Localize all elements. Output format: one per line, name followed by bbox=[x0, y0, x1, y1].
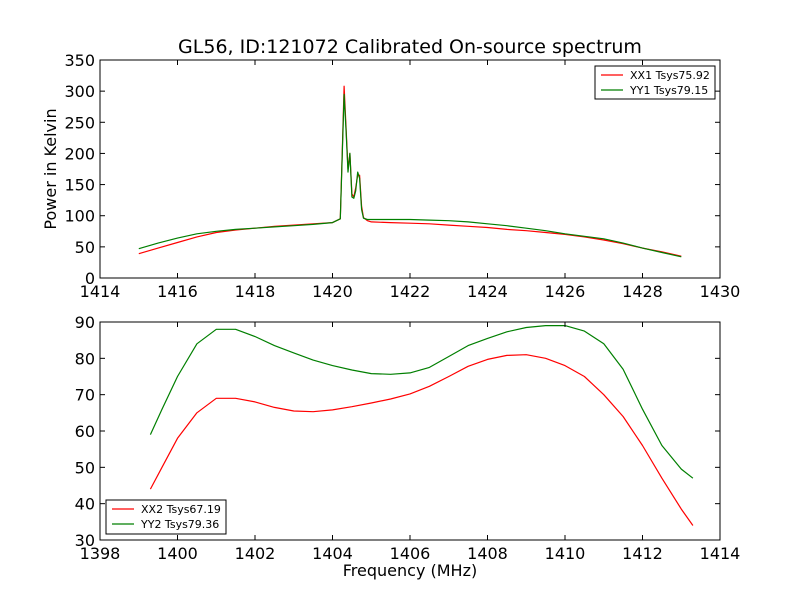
bottom-y-tick-label: 50 bbox=[75, 458, 95, 477]
bottom-legend: XX2 Tsys67.19 YY2 Tsys79.36 bbox=[105, 499, 227, 535]
top-legend: XX1 Tsys75.92 YY1 Tsys79.15 bbox=[594, 65, 716, 100]
bottom-ticks-group: 1398 1400 1402 1404 1406 1408 1410 1412 1414 30 40… bbox=[75, 313, 741, 563]
top-x-tick-label: 1426 bbox=[545, 282, 586, 301]
top-y-tick-label: 350 bbox=[64, 51, 95, 70]
bottom-x-tick-label: 1404 bbox=[312, 544, 353, 563]
bottom-x-tick-label: 1408 bbox=[467, 544, 508, 563]
top-y-tick-label: 0 bbox=[85, 269, 95, 288]
bottom-series-line-xx bbox=[149, 354, 694, 526]
bottom-y-tick-label: 40 bbox=[75, 495, 95, 514]
chart-title: GL56, ID:121072 Calibrated On-source spe… bbox=[178, 36, 642, 58]
bottom-x-tick-label: 1414 bbox=[700, 544, 741, 563]
top-x-tick-label: 1430 bbox=[700, 282, 741, 301]
top-legend-label-yy1: YY1 Tsys79.15 bbox=[629, 84, 708, 97]
bottom-x-tick-label: 1400 bbox=[157, 544, 198, 563]
top-x-tick-label: 1422 bbox=[390, 282, 431, 301]
top-y-tick-label: 100 bbox=[64, 207, 95, 226]
top-y-tick-label: 200 bbox=[64, 144, 95, 163]
bottom-panel: 1398 1400 1402 1404 1406 1408 1410 1412 1414 30 40… bbox=[75, 313, 741, 580]
bottom-x-tick-label: 1398 bbox=[80, 544, 121, 563]
top-series-line-yy bbox=[138, 93, 682, 258]
bottom-y-tick-label: 90 bbox=[75, 313, 95, 332]
bottom-x-tick-label: 1406 bbox=[390, 544, 431, 563]
top-y-tick-label: 150 bbox=[64, 176, 95, 195]
top-x-tick-label: 1418 bbox=[235, 282, 276, 301]
top-series-group bbox=[138, 85, 682, 258]
bottom-x-axis-label: Frequency (MHz) bbox=[343, 561, 477, 580]
bottom-series-line-yy bbox=[149, 325, 694, 479]
bottom-y-tick-label: 80 bbox=[75, 349, 95, 368]
top-ticks-group: 1414 1416 1418 1420 1422 1424 1426 1428 1430 0 50 1… bbox=[64, 51, 740, 301]
top-legend-box bbox=[594, 65, 716, 100]
bottom-y-tick-label: 60 bbox=[75, 422, 95, 441]
bottom-legend-label-yy2: YY2 Tsys79.36 bbox=[140, 518, 219, 531]
top-y-axis-label: Power in Kelvin bbox=[41, 108, 60, 229]
top-legend-label-xx1: XX1 Tsys75.92 bbox=[630, 69, 710, 82]
top-y-tick-label: 300 bbox=[64, 82, 95, 101]
top-y-tick-label: 250 bbox=[64, 113, 95, 132]
bottom-y-tick-label: 30 bbox=[75, 531, 95, 550]
top-x-tick-label: 1414 bbox=[80, 282, 121, 301]
bottom-series-group bbox=[149, 325, 694, 526]
bottom-x-tick-label: 1410 bbox=[545, 544, 586, 563]
top-x-tick-label: 1428 bbox=[622, 282, 663, 301]
top-x-tick-label: 1420 bbox=[312, 282, 353, 301]
bottom-legend-box bbox=[105, 499, 227, 535]
top-y-tick-label: 50 bbox=[75, 238, 95, 257]
bottom-y-tick-label: 70 bbox=[75, 386, 95, 405]
bottom-x-tick-label: 1412 bbox=[622, 544, 663, 563]
top-panel: 1414 1416 1418 1420 1422 1424 1426 1428 1430 0 50 1… bbox=[41, 51, 740, 301]
bottom-legend-label-xx2: XX2 Tsys67.19 bbox=[141, 503, 221, 516]
top-x-tick-label: 1416 bbox=[157, 282, 198, 301]
bottom-x-tick-label: 1402 bbox=[235, 544, 276, 563]
top-x-tick-label: 1424 bbox=[467, 282, 508, 301]
